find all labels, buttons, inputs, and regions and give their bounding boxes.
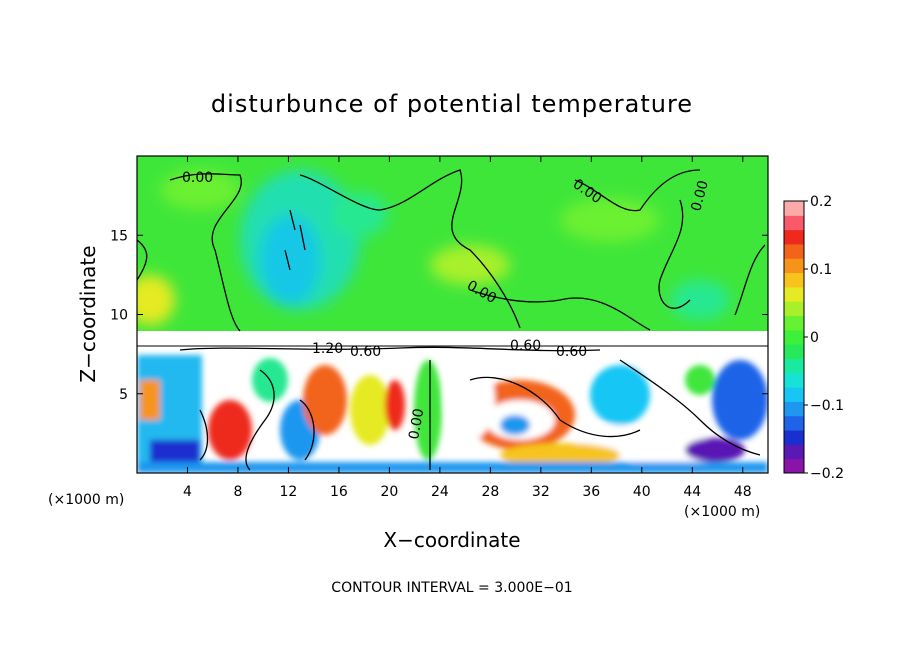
contour-labels: 0.00 0.00 0.00 0.00 0.00 1.20 0.60 0.60 … bbox=[182, 170, 712, 441]
x-tick-label: 4 bbox=[183, 484, 192, 500]
layer-band bbox=[137, 331, 768, 353]
colorbar-tick-label: −0.2 bbox=[810, 466, 844, 482]
colorbar-swatch bbox=[784, 272, 804, 288]
colorbar-swatch bbox=[784, 387, 804, 402]
lower-field bbox=[137, 353, 768, 473]
colorbar-swatch bbox=[784, 286, 804, 302]
y-axis-ticks: 5 10 15 bbox=[110, 228, 768, 403]
x-tick-label: 24 bbox=[431, 484, 449, 500]
x-tick-label: 28 bbox=[481, 484, 499, 500]
x-unit-right: (×1000 m) bbox=[684, 504, 760, 520]
y-tick-label: 5 bbox=[119, 387, 128, 403]
colorbar-swatch bbox=[784, 458, 804, 474]
contour-interval-note: CONTOUR INTERVAL = 3.000E−01 bbox=[331, 580, 572, 596]
contour-lines bbox=[137, 169, 768, 471]
colorbar-swatch bbox=[784, 401, 804, 417]
colorbar-swatch bbox=[784, 444, 804, 460]
colorbar-swatch bbox=[784, 358, 804, 374]
colorbar-swatch bbox=[784, 258, 804, 274]
x-tick-label: 32 bbox=[532, 484, 550, 500]
colorbar-swatch bbox=[784, 430, 804, 445]
colorbar-tick-label: 0.2 bbox=[810, 194, 832, 210]
x-tick-label: 20 bbox=[380, 484, 398, 500]
y-tick-label: 10 bbox=[110, 308, 128, 324]
x-tick-label: 8 bbox=[233, 484, 242, 500]
contour-label: 1.20 bbox=[312, 341, 343, 357]
chart-title: disturbunce of potential temperature bbox=[211, 90, 693, 118]
y-tick-label: 15 bbox=[110, 228, 128, 244]
x-axis-ticks: 4 8 12 16 20 24 28 32 36 40 44 48 bbox=[183, 156, 752, 500]
colorbar-swatch bbox=[784, 415, 804, 431]
contour-label: 0.60 bbox=[556, 344, 587, 360]
x-tick-label: 40 bbox=[633, 484, 651, 500]
colorbar-swatch bbox=[784, 215, 804, 231]
colorbar-swatch bbox=[784, 229, 804, 245]
x-tick-label: 12 bbox=[280, 484, 298, 500]
colorbar-tick-label: −0.1 bbox=[810, 398, 844, 414]
colorbar-swatch bbox=[784, 329, 804, 345]
upper-field bbox=[137, 170, 730, 325]
contour-label: 0.00 bbox=[688, 179, 712, 213]
contour-label: 0.60 bbox=[350, 344, 381, 360]
contour-label: 0.60 bbox=[510, 338, 541, 354]
colorbar-swatch bbox=[784, 315, 804, 331]
colorbar-swatch bbox=[784, 201, 804, 216]
x-tick-label: 16 bbox=[330, 484, 348, 500]
colorbar-tick-label: 0 bbox=[810, 330, 819, 346]
contour-label: 0.00 bbox=[182, 170, 213, 186]
y-axis-label: Z−coordinate bbox=[76, 245, 100, 382]
x-unit-left: (×1000 m) bbox=[48, 492, 124, 508]
x-tick-label: 36 bbox=[582, 484, 600, 500]
x-axis-label: X−coordinate bbox=[383, 528, 520, 552]
colorbar-swatch bbox=[784, 243, 804, 259]
colorbar: 0.2 0.1 0 −0.1 −0.2 bbox=[783, 194, 844, 482]
x-tick-label: 44 bbox=[683, 484, 701, 500]
colorbar-swatch bbox=[784, 301, 804, 317]
plot-area: 0.00 0.00 0.00 0.00 0.00 1.20 0.60 0.60 … bbox=[137, 156, 768, 473]
colorbar-tick-label: 0.1 bbox=[810, 262, 832, 278]
colorbar-swatch bbox=[784, 372, 804, 388]
colorbar-swatch bbox=[784, 344, 804, 359]
contour-label: 0.00 bbox=[406, 407, 427, 440]
x-tick-label: 48 bbox=[734, 484, 752, 500]
